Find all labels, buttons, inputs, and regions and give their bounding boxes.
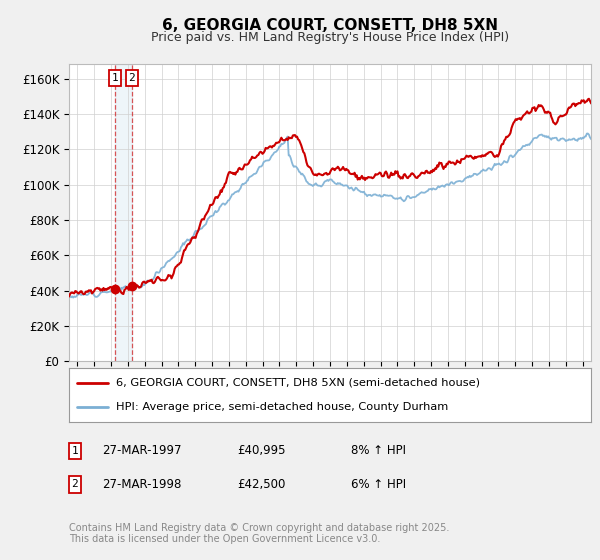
- Text: 27-MAR-1998: 27-MAR-1998: [102, 478, 181, 491]
- Text: 1: 1: [71, 446, 79, 456]
- Text: 27-MAR-1997: 27-MAR-1997: [102, 444, 182, 458]
- Text: Contains HM Land Registry data © Crown copyright and database right 2025.: Contains HM Land Registry data © Crown c…: [69, 523, 449, 533]
- Bar: [115, 64, 132, 361]
- Text: 6, GEORGIA COURT, CONSETT, DH8 5XN: 6, GEORGIA COURT, CONSETT, DH8 5XN: [162, 18, 498, 34]
- Text: 8% ↑ HPI: 8% ↑ HPI: [351, 444, 406, 458]
- Text: HPI: Average price, semi-detached house, County Durham: HPI: Average price, semi-detached house,…: [116, 402, 448, 412]
- Text: £40,995: £40,995: [237, 444, 286, 458]
- Text: 2: 2: [71, 479, 79, 489]
- Text: Price paid vs. HM Land Registry's House Price Index (HPI): Price paid vs. HM Land Registry's House …: [151, 31, 509, 44]
- Text: 2: 2: [128, 73, 135, 83]
- Text: This data is licensed under the Open Government Licence v3.0.: This data is licensed under the Open Gov…: [69, 534, 380, 544]
- Text: 6, GEORGIA COURT, CONSETT, DH8 5XN (semi-detached house): 6, GEORGIA COURT, CONSETT, DH8 5XN (semi…: [116, 378, 480, 388]
- Text: £42,500: £42,500: [237, 478, 286, 491]
- Text: 1: 1: [112, 73, 118, 83]
- Text: 6% ↑ HPI: 6% ↑ HPI: [351, 478, 406, 491]
